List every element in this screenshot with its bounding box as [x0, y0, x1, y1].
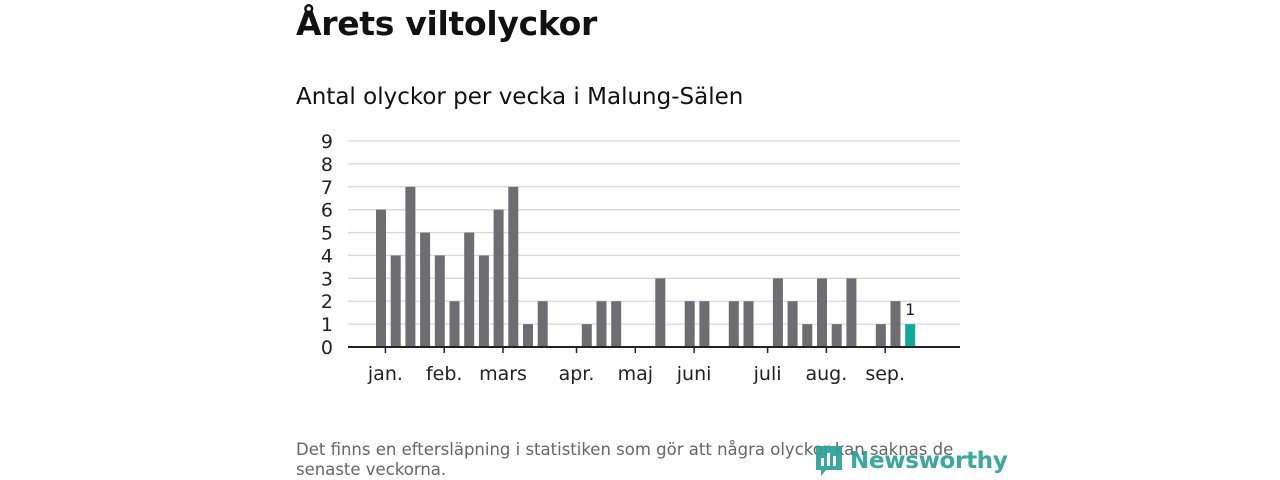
bars	[376, 186, 916, 347]
y-tick-label-0: 0	[321, 337, 333, 359]
bar-week-12	[523, 324, 533, 347]
x-tick-label-sep.: sep.	[865, 363, 905, 385]
bar-week-6	[434, 255, 445, 347]
y-tick-label-1: 1	[321, 314, 333, 336]
bar-week-9	[478, 255, 489, 347]
chart-subtitle: Antal olyckor per vecka i Malung-Sälen	[296, 84, 744, 110]
bar-week-30	[787, 301, 798, 347]
newsworthy-logo[interactable]: Newsworthy	[814, 444, 1008, 478]
bar-week-26	[728, 301, 739, 347]
bar-week-5	[420, 232, 431, 347]
bar-week-7	[449, 301, 460, 347]
x-tick-label-feb.: feb.	[426, 363, 462, 385]
bar-week-21	[655, 278, 666, 347]
logo-text: Newsworthy	[850, 448, 1008, 474]
bar-week-27	[743, 301, 754, 347]
grid-lines	[348, 140, 960, 325]
bar-week-32	[817, 278, 827, 347]
x-tick-label-juni: juni	[676, 363, 712, 385]
data-label-highlight: 1	[905, 300, 915, 319]
bar-week-23	[684, 301, 695, 347]
y-tick-label-7: 7	[321, 177, 333, 199]
bar-week-8	[464, 232, 475, 347]
bar-week-16	[581, 324, 592, 347]
bar-week-29	[772, 278, 783, 347]
x-tick-label-juli: juli	[753, 363, 782, 385]
x-tick-label-aug.: aug.	[806, 363, 848, 385]
newsworthy-logo-icon	[816, 446, 842, 476]
bar-week-11	[508, 186, 519, 347]
bar-week-38-highlight	[905, 324, 916, 347]
chart-title: Årets viltolyckor	[296, 4, 597, 43]
x-tick-label-jan.: jan.	[367, 363, 403, 385]
bar-week-31	[802, 324, 813, 347]
bar-week-17	[596, 301, 607, 347]
bar-week-34	[846, 278, 857, 347]
bar-week-4	[405, 186, 416, 347]
bar-week-24	[699, 301, 710, 347]
x-tick-label-maj: maj	[618, 363, 653, 385]
footnote: Det finns en eftersläpning i statistiken…	[296, 440, 954, 479]
bar-week-3	[390, 255, 401, 347]
y-tick-label-8: 8	[321, 154, 333, 176]
bar-week-18	[611, 301, 622, 347]
bar-week-2	[376, 209, 386, 347]
bar-week-10	[493, 209, 504, 347]
y-tick-label-9: 9	[321, 131, 333, 153]
y-tick-label-5: 5	[321, 223, 333, 245]
y-tick-label-3: 3	[321, 268, 333, 290]
bar-week-13	[537, 301, 548, 347]
y-tick-label-2: 2	[321, 291, 333, 313]
bar-week-33	[831, 324, 842, 347]
bar-week-36	[875, 324, 886, 347]
x-tick-label-mars: mars	[479, 363, 527, 385]
y-tick-label-4: 4	[321, 245, 333, 267]
x-axis-ticks: jan. feb. mars apr. maj juni juli aug. sep.	[367, 347, 905, 385]
x-tick-label-apr.: apr.	[559, 363, 595, 385]
y-tick-label-6: 6	[321, 200, 333, 222]
data-labels: 1	[905, 300, 915, 319]
bar-week-37	[890, 301, 901, 347]
